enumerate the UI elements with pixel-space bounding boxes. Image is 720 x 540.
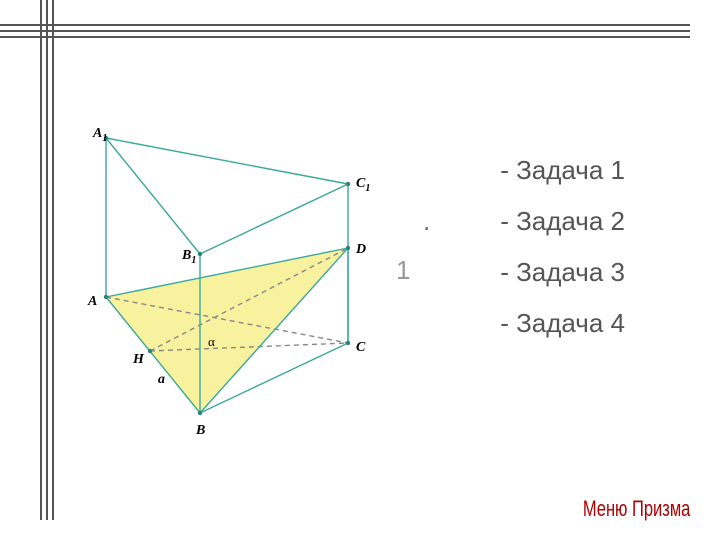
ghost-colon: . — [423, 206, 430, 237]
vertex-label-H: H — [133, 352, 144, 368]
decorative-v-bar — [46, 0, 48, 520]
vertex-label-C1: C1 — [356, 176, 370, 194]
decorative-v-bar — [40, 0, 42, 520]
ghost-text: 1 — [396, 255, 410, 286]
task-3-link[interactable]: - Задача 3 — [500, 257, 625, 288]
menu-prism-link[interactable]: Меню Призма — [582, 496, 690, 522]
decorative-h-bar — [0, 36, 690, 38]
vertex-label-D: D — [356, 242, 366, 258]
decorative-v-bar — [52, 0, 54, 520]
task-1-link[interactable]: - Задача 1 — [500, 155, 625, 186]
decorative-h-bar — [0, 24, 690, 26]
vertex-label-A1: A1 — [93, 126, 107, 144]
vertex-label-B1: B1 — [182, 248, 196, 266]
decorative-h-bar — [0, 30, 690, 32]
vertex-label-B: B — [196, 423, 205, 439]
task-4-link[interactable]: - Задача 4 — [500, 308, 625, 339]
task-list: - Задача 1 - Задача 2 - Задача 3 - Задач… — [500, 155, 625, 359]
vertex-label-C: C — [356, 340, 365, 356]
diagram-label-alpha: α — [208, 334, 215, 350]
diagram-label-a: a — [158, 372, 165, 388]
vertex-label-A: A — [88, 294, 97, 310]
prism-diagram: A1 C1 B1 A H B C Da α — [70, 120, 390, 480]
task-2-link[interactable]: - Задача 2 — [500, 206, 625, 237]
